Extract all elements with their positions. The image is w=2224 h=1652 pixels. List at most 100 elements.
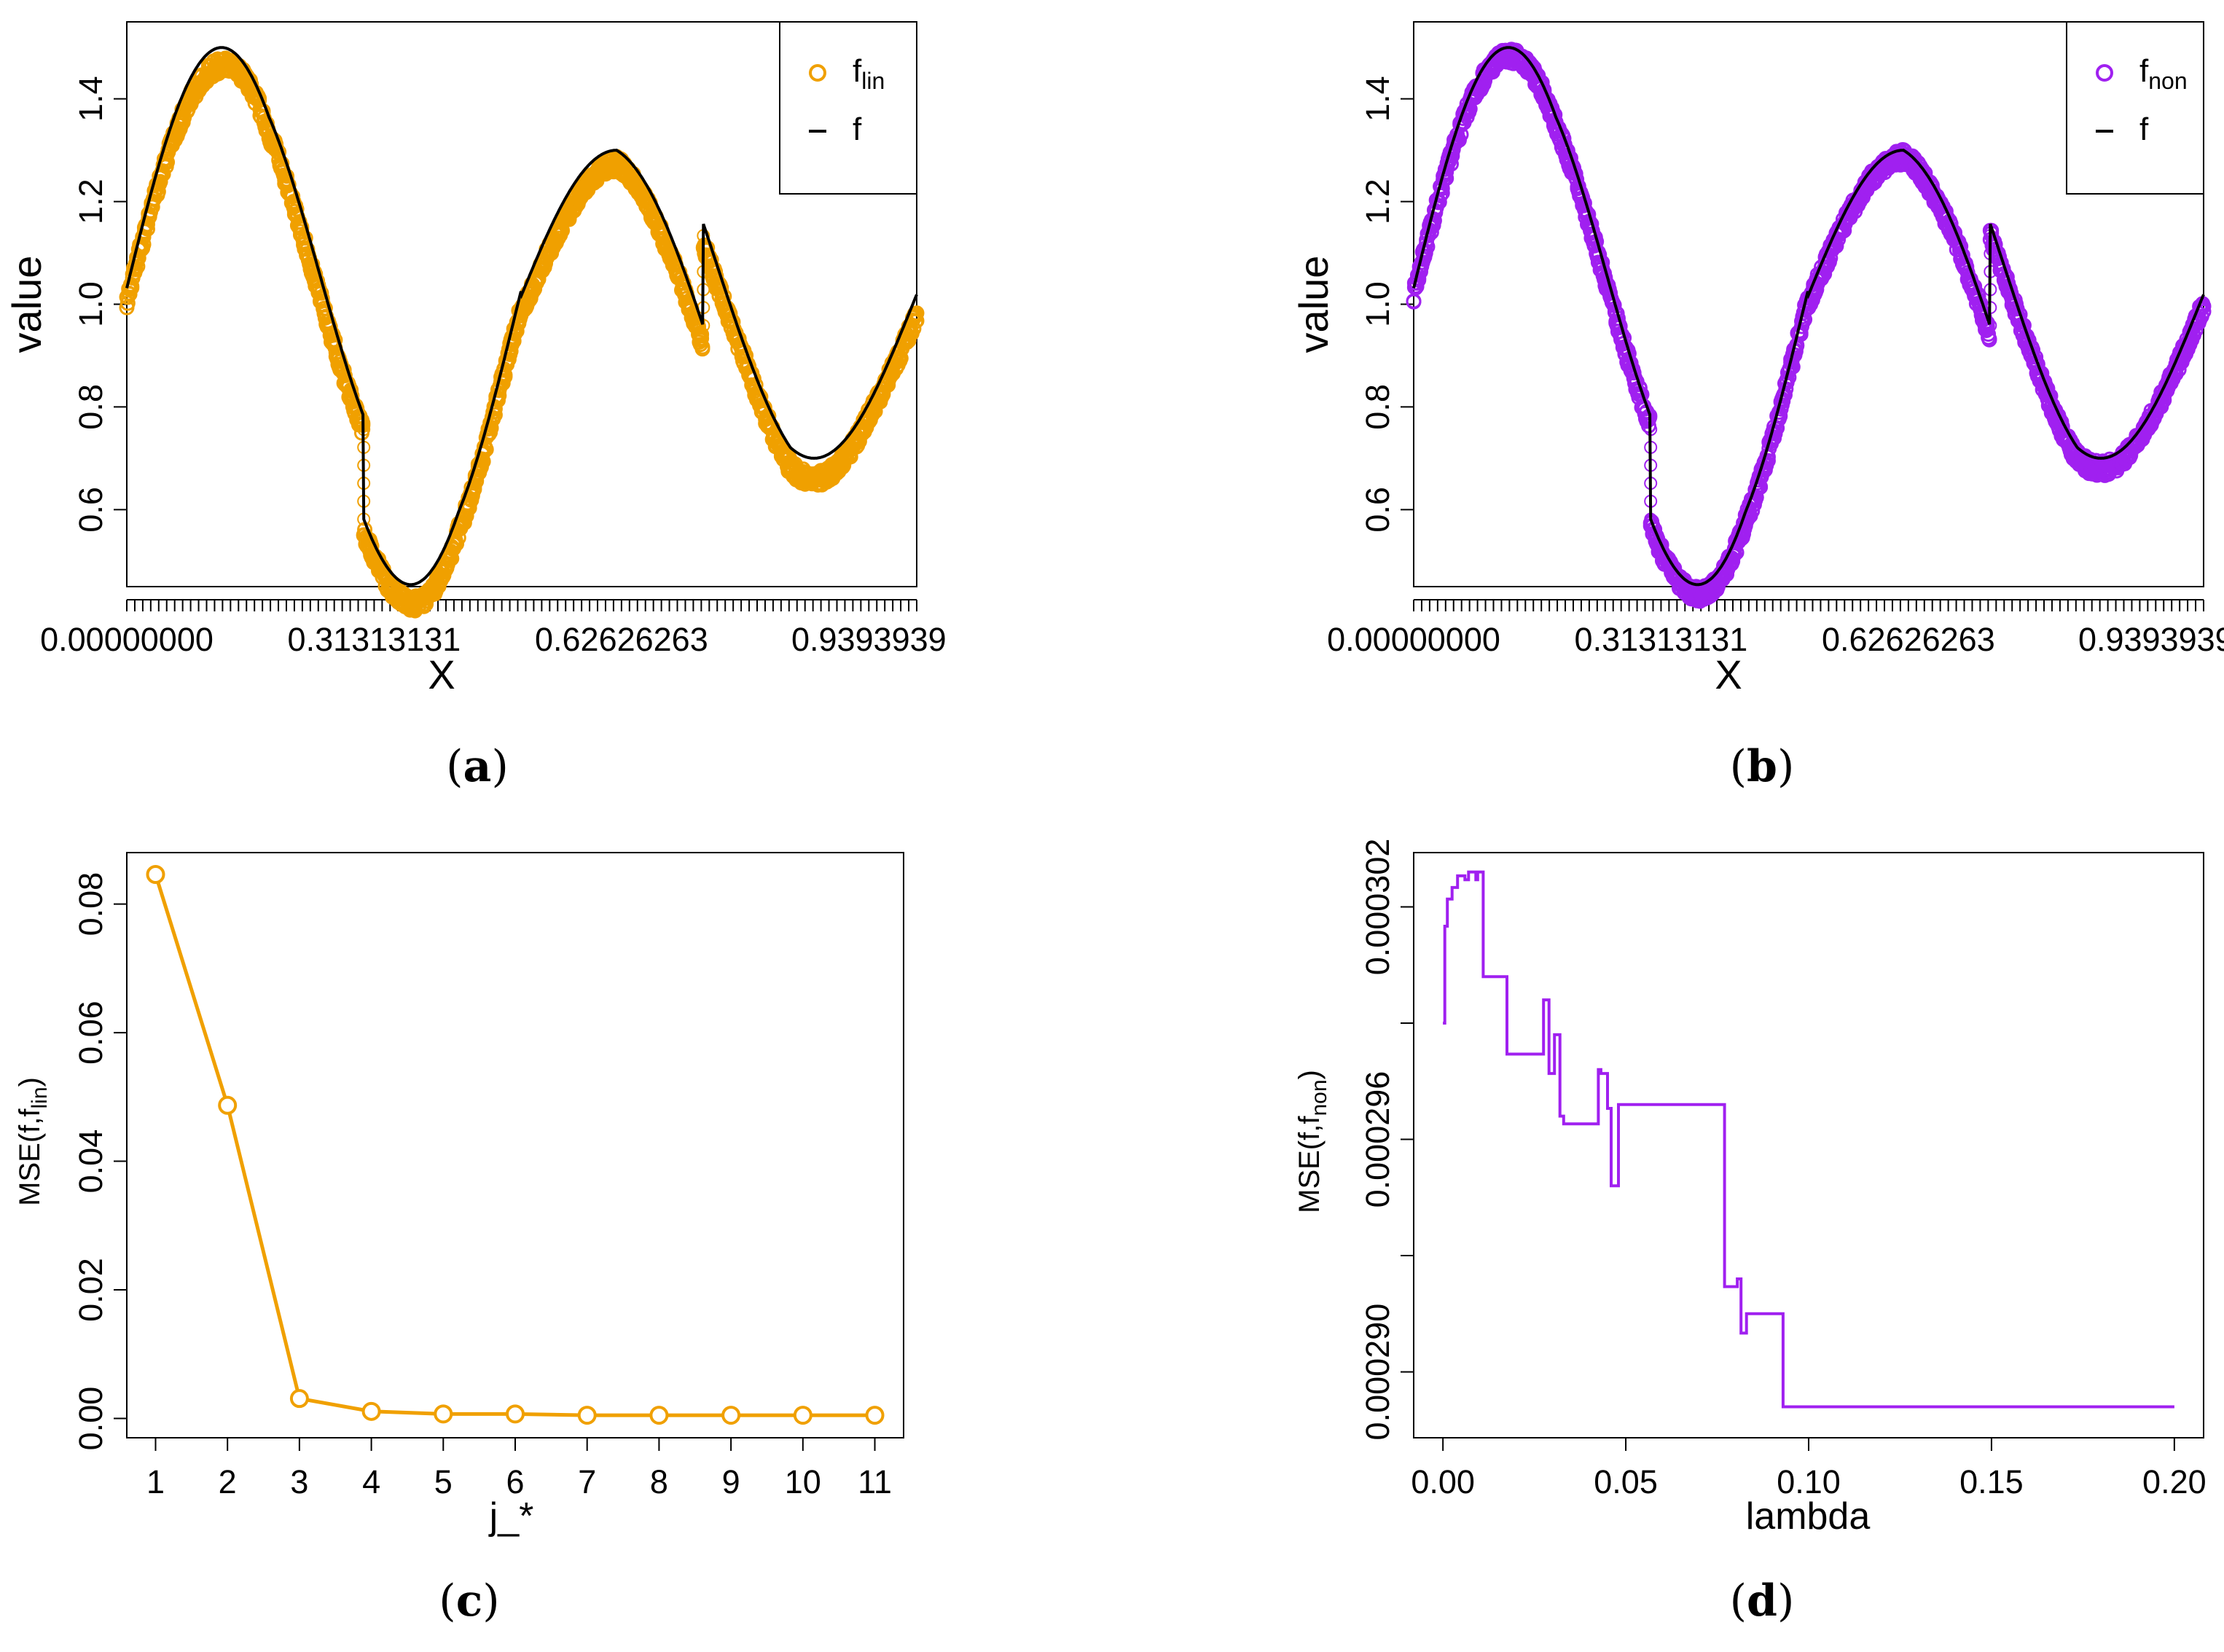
y-axis-label: MSE(f,fnon) (1293, 1070, 1331, 1213)
panel-caption: (a) (446, 741, 509, 792)
data-point (218, 1095, 238, 1115)
legend-symbol-circle (2096, 64, 2113, 82)
plot-frame (126, 852, 904, 1438)
y-tick-label: 0.8 (1359, 384, 1396, 430)
data-point (456, 514, 472, 531)
data-point (503, 343, 519, 359)
data-point (313, 285, 329, 301)
data-point (120, 295, 136, 311)
panel-caption: (b) (1730, 741, 1795, 792)
caption-close: ) (1777, 741, 1794, 792)
x-axis-label: X (428, 651, 455, 697)
caption-letter: b (1747, 741, 1777, 792)
x-axis-label: lambda (1746, 1495, 1871, 1538)
legend-label-sub: lin (861, 68, 885, 94)
series-step-line (1443, 870, 2174, 1409)
x-tick-label: 0.15 (1959, 1463, 2024, 1500)
legend-label-main: f (853, 111, 862, 147)
y-axis-label: value (4, 256, 50, 353)
x-tick-label: 0.9393939 (2078, 621, 2224, 658)
panel-b: 0.6 0.8 1.0 1.2 1.4 0.00000000 0.31313131 0.626… (1291, 21, 2224, 792)
panel-a: 0.6 0.8 1.0 1.2 1.4 0.00000000 0.31313131 0.626… (4, 21, 947, 792)
y-axis-label: value (1291, 256, 1336, 353)
caption-letter: a (463, 741, 492, 792)
legend-label-main: f (853, 53, 862, 89)
x-tick-label: 0.00000000 (1327, 621, 1500, 658)
x-tick-label: 0.62626263 (535, 621, 708, 658)
y-tick-label: 0.000296 (1359, 1071, 1396, 1208)
series-line-f (1412, 46, 2205, 587)
y-axis-label: MSE(f,flin) (14, 1077, 52, 1206)
y-tick-label: 1.2 (72, 179, 109, 224)
data-point (361, 1401, 381, 1421)
y-tick-label: 0.06 (72, 1001, 109, 1065)
x-tick-label: 0.9393939 (791, 621, 947, 658)
x-tick-label: 0.10 (1777, 1463, 1841, 1500)
data-point (122, 286, 138, 302)
data-point (322, 318, 338, 334)
x-tick-label: 0.20 (2142, 1463, 2207, 1500)
caption-open: ( (1730, 741, 1747, 792)
data-point (483, 420, 499, 436)
x-tick-label: 2 (219, 1463, 237, 1500)
data-point (1981, 331, 1997, 347)
x-axis-label: X (1715, 651, 1742, 697)
y-tick-label: 0.8 (72, 384, 109, 430)
x-tick-label: 5 (434, 1463, 453, 1500)
y-tick-label: 1.4 (72, 76, 109, 122)
x-tick-label: 6 (506, 1463, 524, 1500)
legend-label: f (2139, 111, 2149, 147)
panel-caption: (c) (439, 1575, 499, 1626)
data-point (694, 330, 710, 346)
legend-label-main: f (2139, 111, 2149, 147)
y-tick-label: 1.4 (1359, 76, 1396, 122)
data-point (1953, 238, 1969, 254)
data-point (2016, 317, 2032, 333)
legend-label-sub: non (2148, 68, 2187, 94)
y-tick-label: 0.6 (1359, 487, 1396, 533)
data-point (893, 351, 909, 367)
data-point (279, 168, 295, 184)
data-point (1772, 408, 1788, 424)
y-tick-label: 0.08 (72, 872, 109, 936)
data-point (308, 266, 324, 282)
data-point (259, 115, 275, 131)
legend-label-main: f (2139, 53, 2149, 89)
caption-open: ( (446, 741, 463, 792)
x-tick-label: 9 (722, 1463, 740, 1500)
y-axis-label-sub: lin (28, 1087, 52, 1108)
y-tick-label: 1.0 (72, 281, 109, 327)
data-point (577, 1406, 597, 1425)
y-tick-label: 0.000290 (1359, 1304, 1396, 1441)
x-tick-label: 0.62626263 (1822, 621, 1995, 658)
data-point (297, 230, 313, 246)
caption-close: ) (491, 741, 508, 792)
caption-close: ) (482, 1575, 499, 1626)
legend-label: flin (853, 53, 885, 94)
legend-box (779, 21, 917, 195)
series-line-f (125, 46, 918, 587)
x-tick-label: 0.31313131 (1575, 621, 1748, 658)
x-axis-label: j_* (488, 1495, 534, 1538)
y-tick-label: 1.0 (1359, 281, 1396, 327)
data-point (146, 865, 165, 885)
y-tick-label: 0.04 (72, 1130, 109, 1194)
x-tick-label: 0.00000000 (40, 621, 214, 658)
data-point (649, 1406, 669, 1425)
legend-label: f (853, 111, 862, 147)
y-tick-label: 0.00 (72, 1387, 109, 1451)
data-point (444, 550, 460, 566)
panel-caption: (d) (1730, 1575, 1795, 1626)
series-line (154, 874, 875, 1417)
data-point (2196, 298, 2212, 314)
series-points (119, 50, 925, 619)
x-tick-label: 7 (578, 1463, 596, 1500)
panel-d: 0.000290 0.000296 0.000302 0.00 0.05 0.10 0.15… (1293, 839, 2207, 1626)
caption-close: ) (1777, 1575, 1794, 1626)
x-tick-label: 0.31313131 (288, 621, 461, 658)
legend-box (2066, 21, 2204, 195)
x-tick-label: 11 (858, 1463, 892, 1500)
panel-c: 0.00 0.02 0.04 0.06 0.08 1 2 3 4 5 6 7 8 9 10 11 j_* MSE(… (14, 852, 904, 1626)
x-tick-label: 3 (290, 1463, 308, 1500)
